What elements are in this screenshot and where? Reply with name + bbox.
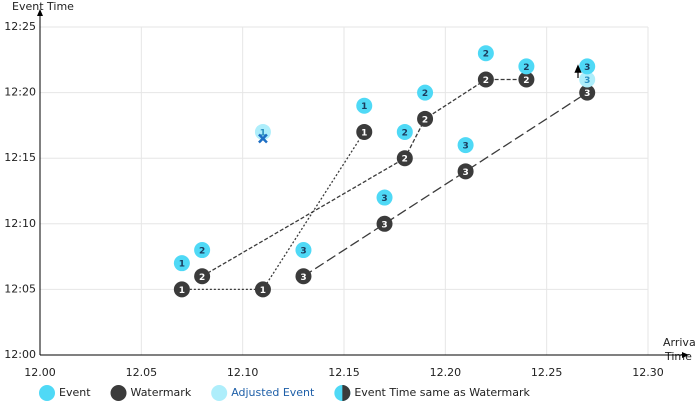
x-tick-label: 12.00 — [24, 366, 56, 379]
legend-swatch — [39, 385, 55, 401]
x-tick-label: 12.10 — [227, 366, 259, 379]
legend-swatch — [211, 385, 228, 401]
legend-label: Watermark — [131, 386, 192, 399]
event — [579, 58, 596, 75]
watermark-label: 3 — [584, 89, 590, 99]
x-tick-label: 12.20 — [430, 366, 462, 379]
y-tick-label: 12:25 — [4, 20, 36, 33]
adjusted-event — [579, 71, 596, 88]
event-label: 1 — [179, 260, 185, 270]
event-label: 2 — [402, 128, 408, 138]
event — [457, 137, 474, 154]
event — [417, 84, 434, 101]
x-tick-label: 12.25 — [531, 366, 563, 379]
adjusted-event-label: 1 — [260, 128, 266, 138]
event — [356, 97, 373, 114]
watermark-label: 1 — [260, 286, 266, 296]
event-label: 2 — [483, 50, 489, 60]
watermark-label: 2 — [199, 273, 205, 283]
watermark — [417, 110, 434, 127]
y-tick-label: 12:15 — [4, 151, 36, 164]
watermark-label: 2 — [422, 115, 428, 125]
event-label: 3 — [300, 247, 306, 257]
event — [295, 242, 312, 259]
event-label: 2 — [523, 63, 529, 73]
x-tick-label: 12.30 — [632, 366, 664, 379]
event — [376, 189, 393, 206]
watermark-label: 2 — [402, 155, 408, 165]
adjusted-event-label: 3 — [584, 76, 590, 86]
x-tick-label: 12.05 — [126, 366, 158, 379]
event — [396, 123, 413, 140]
watermark-label: 1 — [179, 286, 185, 296]
watermark — [356, 123, 373, 140]
watermark — [295, 268, 312, 285]
legend-label: Event Time same as Watermark — [354, 386, 530, 399]
watermark — [457, 163, 474, 180]
watermark — [194, 268, 211, 285]
event-label: 3 — [584, 63, 590, 73]
watermark-line — [303, 92, 588, 277]
watermark-label: 3 — [462, 168, 468, 178]
event — [173, 255, 190, 272]
watermark-label: 3 — [300, 273, 306, 283]
y-tick-label: 12:10 — [4, 217, 36, 230]
event-label: 2 — [199, 247, 205, 257]
watermark — [579, 84, 596, 101]
watermark-label: 3 — [381, 220, 387, 230]
legend-label: Adjusted Event — [231, 386, 315, 399]
y-tick-label: 12:00 — [4, 348, 36, 361]
legend-label: Event — [59, 386, 91, 399]
dropped-marker — [258, 133, 268, 144]
legend-swatch-half — [342, 385, 351, 401]
x-axis-label: Arrival — [663, 336, 696, 349]
event — [194, 242, 211, 259]
watermark — [173, 281, 190, 298]
event-label: 3 — [381, 194, 387, 204]
x-tick-label: 12.15 — [328, 366, 360, 379]
event-label: 2 — [422, 89, 428, 99]
event — [518, 58, 535, 75]
watermark — [518, 71, 535, 88]
event — [477, 45, 494, 62]
watermark — [396, 150, 413, 167]
watermark-label: 1 — [361, 128, 367, 138]
watermark-label: 2 — [483, 76, 489, 86]
event-label: 3 — [462, 142, 468, 152]
watermark — [477, 71, 494, 88]
y-axis-label: Event Time — [12, 0, 74, 13]
watermark-label: 2 — [523, 76, 529, 86]
y-tick-label: 12:20 — [4, 86, 36, 99]
x-axis-label: Time — [664, 350, 692, 363]
watermark — [254, 281, 271, 298]
watermark-line — [181, 131, 365, 291]
legend-swatch — [110, 385, 127, 401]
watermark — [376, 215, 393, 232]
event-label: 1 — [361, 102, 367, 112]
y-tick-label: 12:05 — [4, 282, 36, 295]
